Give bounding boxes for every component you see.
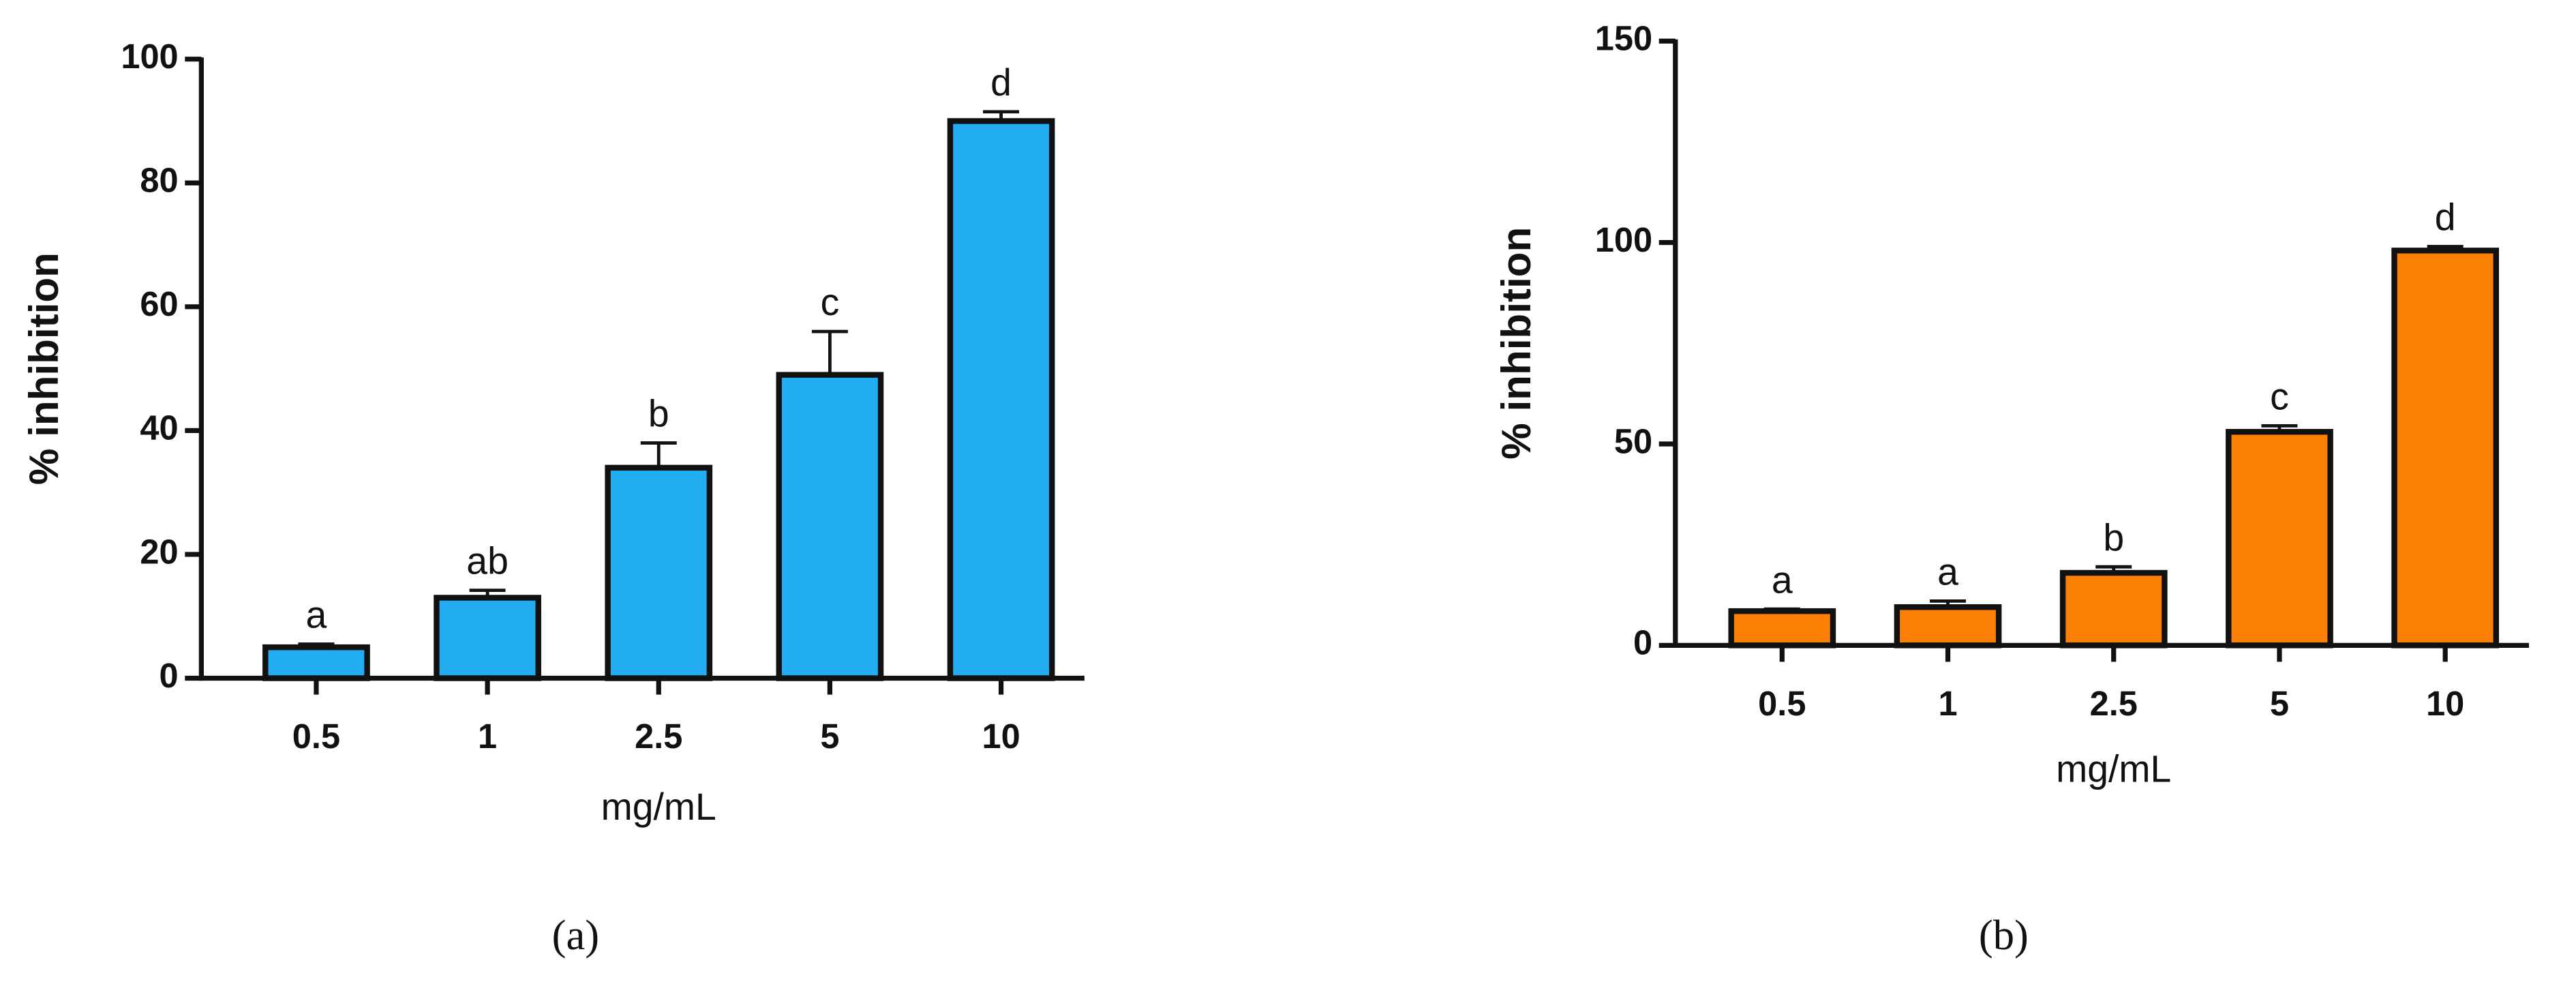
panel-label: (a) xyxy=(552,911,599,959)
bar xyxy=(262,644,370,681)
bar-annotation: a xyxy=(306,594,327,636)
bar-annotation: b xyxy=(2103,516,2124,559)
x-tick-label: 0.5 xyxy=(292,717,340,756)
bar-annotation: c xyxy=(2270,375,2289,417)
y-tick-label: 40 xyxy=(140,408,178,447)
y-tick-label: 20 xyxy=(140,532,178,571)
x-tick-label: 1 xyxy=(1938,684,1957,723)
y-tick-label: 60 xyxy=(140,284,178,323)
y-tick-label: 80 xyxy=(140,161,178,200)
y-tick-label: 150 xyxy=(1595,19,1652,58)
x-tick-label: 2.5 xyxy=(635,717,682,756)
bar xyxy=(776,372,884,681)
x-tick-label: 5 xyxy=(820,717,839,756)
bar-annotation: ab xyxy=(466,540,509,582)
bar xyxy=(1728,608,1836,649)
y-tick-label: 100 xyxy=(121,37,178,76)
x-axis-label: mg/mL xyxy=(2056,747,2171,790)
bar-annotation: a xyxy=(1772,559,1793,601)
x-tick-label: 0.5 xyxy=(1758,684,1806,723)
y-tick-label: 0 xyxy=(1633,623,1652,662)
bar-annotation: d xyxy=(990,61,1012,104)
x-tick-label: 1 xyxy=(478,717,497,756)
bar xyxy=(2391,248,2500,649)
x-tick-label: 10 xyxy=(982,717,1020,756)
y-tick-label: 0 xyxy=(160,656,179,695)
bar xyxy=(1894,604,2002,649)
x-tick-label: 5 xyxy=(2270,684,2289,723)
y-tick-label: 50 xyxy=(1614,421,1652,460)
bar xyxy=(434,595,541,681)
bar xyxy=(947,118,1055,681)
bar xyxy=(605,464,713,681)
panel-label: (b) xyxy=(1979,911,2029,959)
x-axis-label: mg/mL xyxy=(601,786,716,828)
bar-annotation: a xyxy=(1937,550,1958,593)
y-tick-label: 100 xyxy=(1595,220,1652,259)
x-tick-label: 10 xyxy=(2426,684,2464,723)
y-axis-label: % inhibition xyxy=(21,252,67,485)
x-tick-label: 2.5 xyxy=(2090,684,2138,723)
bar-annotation: c xyxy=(821,281,840,323)
y-axis-label: % inhibition xyxy=(1494,227,1539,460)
bar-annotation: b xyxy=(648,393,669,435)
bar xyxy=(2226,429,2333,649)
bar-annotation: d xyxy=(2435,196,2456,239)
bar xyxy=(2059,569,2168,649)
